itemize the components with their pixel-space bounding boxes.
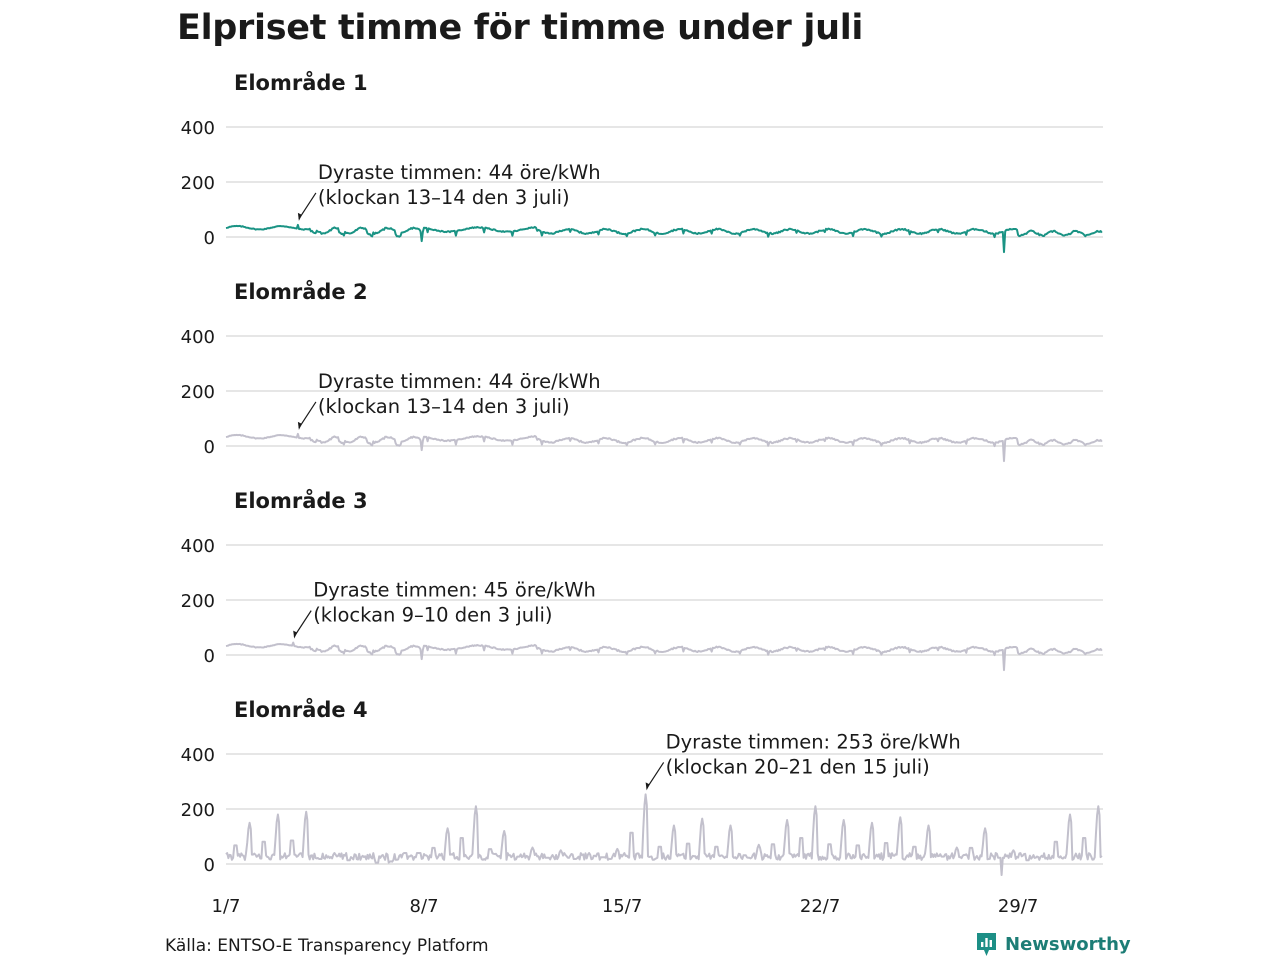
x-tick-label: 1/7 [212, 896, 241, 917]
source-note: Källa: ENTSO-E Transparency Platform [165, 936, 489, 956]
y-tick-label: 200 [181, 800, 215, 821]
annotation-line-2: (klockan 9–10 den 3 juli) [313, 604, 552, 627]
x-tick-label: 29/7 [998, 896, 1038, 917]
y-tick-label: 0 [204, 646, 215, 667]
annotation-arrowhead [297, 212, 302, 221]
annotation-line-1: Dyraste timmen: 44 öre/kWh [318, 370, 601, 393]
x-tick-label: 15/7 [602, 896, 642, 917]
annotation-line-1: Dyraste timmen: 44 öre/kWh [318, 161, 601, 184]
annotation-line-1: Dyraste timmen: 253 öre/kWh [666, 730, 961, 753]
annotation-arrowhead [293, 630, 298, 639]
panel-title: Elområde 2 [234, 279, 368, 304]
price-line [225, 223, 1103, 254]
annotation-line-2: (klockan 13–14 den 3 juli) [318, 186, 570, 209]
x-tick-label: 22/7 [800, 896, 840, 917]
annotation-arrow [293, 610, 312, 637]
annotation-line-2: (klockan 20–21 den 15 juli) [666, 755, 930, 778]
bar-chart-pin-icon [977, 933, 996, 956]
newsworthy-logo: Newsworthy [975, 932, 1131, 957]
annotation-arrowhead [645, 782, 650, 791]
annotation-line-2: (klockan 13–14 den 3 juli) [318, 395, 570, 418]
y-tick-label: 200 [181, 173, 215, 194]
y-tick-label: 400 [181, 118, 215, 139]
y-tick-label: 0 [204, 228, 215, 249]
y-tick-label: 400 [181, 745, 215, 766]
panel-title: Elområde 1 [234, 70, 368, 95]
price-line [225, 641, 1103, 672]
brand-name: Newsworthy [1005, 934, 1131, 955]
x-tick-label: 8/7 [410, 896, 439, 917]
annotation-arrow [298, 192, 317, 220]
annotation-line-1: Dyraste timmen: 45 öre/kWh [313, 579, 596, 602]
y-tick-label: 400 [181, 536, 215, 557]
annotation-arrow [298, 401, 317, 429]
annotation-arrow [646, 762, 665, 789]
panel-title: Elområde 3 [234, 488, 368, 513]
price-line [225, 793, 1103, 876]
chart-title: Elpriset timme för timme under juli [177, 8, 864, 48]
small-multiples-chart: Elområde 1 0 200 400 Dyraste timmen: 44 öre/… [181, 70, 1103, 917]
y-tick-label: 200 [181, 382, 215, 403]
y-tick-label: 200 [181, 591, 215, 612]
price-line [225, 432, 1103, 463]
panel-title: Elområde 4 [234, 697, 368, 722]
y-tick-label: 0 [204, 437, 215, 458]
y-tick-label: 0 [204, 855, 215, 876]
annotation-arrowhead [297, 421, 302, 430]
y-tick-label: 400 [181, 327, 215, 348]
